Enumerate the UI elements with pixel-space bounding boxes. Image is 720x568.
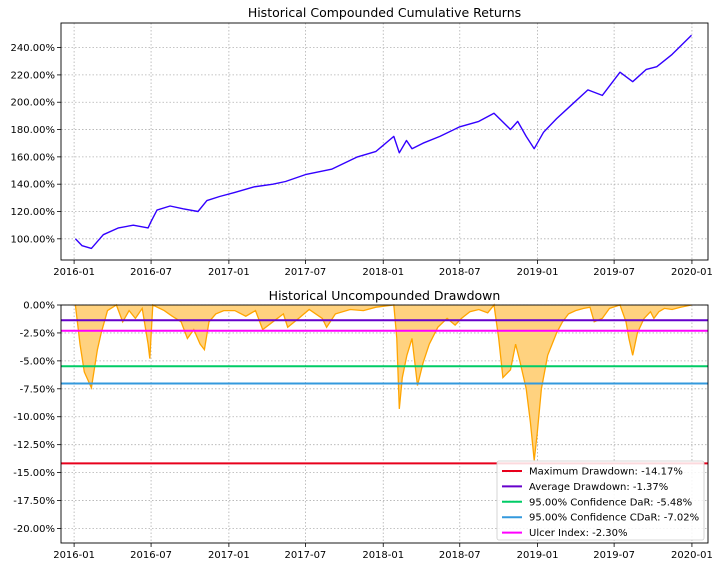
y-tick-label: -2.50%: [20, 328, 55, 339]
y-tick-label: -5.00%: [20, 356, 55, 367]
y-tick-label: 140.00%: [11, 180, 56, 191]
x-tick-label: 2019-07: [593, 550, 635, 561]
y-tick-label: 100.00%: [11, 234, 56, 245]
y-tick-label: -20.00%: [13, 524, 55, 535]
legend-label: Maximum Drawdown: -14.17%: [529, 467, 683, 478]
x-tick-label: 2019-07: [593, 267, 635, 278]
x-tick-label: 2019-01: [517, 550, 559, 561]
drawdown-area: [75, 305, 692, 461]
x-tick-label: 2017-01: [208, 267, 250, 278]
legend-label: 95.00% Confidence CDaR: -7.02%: [529, 513, 699, 524]
x-tick-label: 2018-07: [439, 550, 481, 561]
x-tick-label: 2017-07: [285, 550, 327, 561]
x-tick-label: 2016-07: [130, 550, 172, 561]
x-tick-label: 2016-01: [53, 267, 95, 278]
x-tick-label: 2018-07: [439, 267, 481, 278]
x-tick-label: 2018-01: [362, 550, 404, 561]
x-tick-label: 2017-07: [285, 267, 327, 278]
drawdown-chart: Historical Uncompounded Drawdown 2016-01…: [13, 288, 713, 561]
x-tick-label: 2016-07: [130, 267, 172, 278]
legend-label: Ulcer Index: -2.30%: [529, 528, 628, 539]
chart-title: Historical Uncompounded Drawdown: [269, 288, 501, 303]
legend-label: Average Drawdown: -1.37%: [529, 482, 668, 493]
y-tick-label: -17.50%: [13, 496, 55, 507]
y-tick-label: 220.00%: [11, 70, 56, 81]
x-tick-label: 2018-01: [362, 267, 404, 278]
chart-title: Historical Compounded Cumulative Returns: [248, 5, 521, 20]
legend-box: [496, 460, 705, 541]
y-tick-label: 180.00%: [11, 125, 56, 136]
x-tick-label: 2016-01: [53, 550, 95, 561]
y-tick-label: -15.00%: [13, 468, 55, 479]
x-tick-label: 2020-01: [671, 550, 713, 561]
y-tick-label: 0.00%: [23, 301, 55, 312]
x-tick-label: 2020-01: [671, 267, 713, 278]
y-tick-label: 200.00%: [11, 98, 56, 109]
y-tick-label: 240.00%: [11, 43, 56, 54]
legend-label: 95.00% Confidence DaR: -5.48%: [529, 497, 692, 508]
returns-line: [74, 34, 692, 250]
y-tick-label: -10.00%: [13, 412, 55, 423]
cumulative-returns-chart: Historical Compounded Cumulative Returns…: [11, 5, 713, 278]
axes-frame: [60, 22, 709, 261]
y-tick-label: 120.00%: [11, 207, 56, 218]
y-tick-label: -12.50%: [13, 440, 55, 451]
x-tick-label: 2019-01: [517, 267, 559, 278]
y-tick-label: -7.50%: [20, 384, 55, 395]
axes-frame: [60, 304, 709, 544]
y-tick-label: 160.00%: [11, 152, 56, 163]
x-tick-label: 2017-01: [208, 550, 250, 561]
